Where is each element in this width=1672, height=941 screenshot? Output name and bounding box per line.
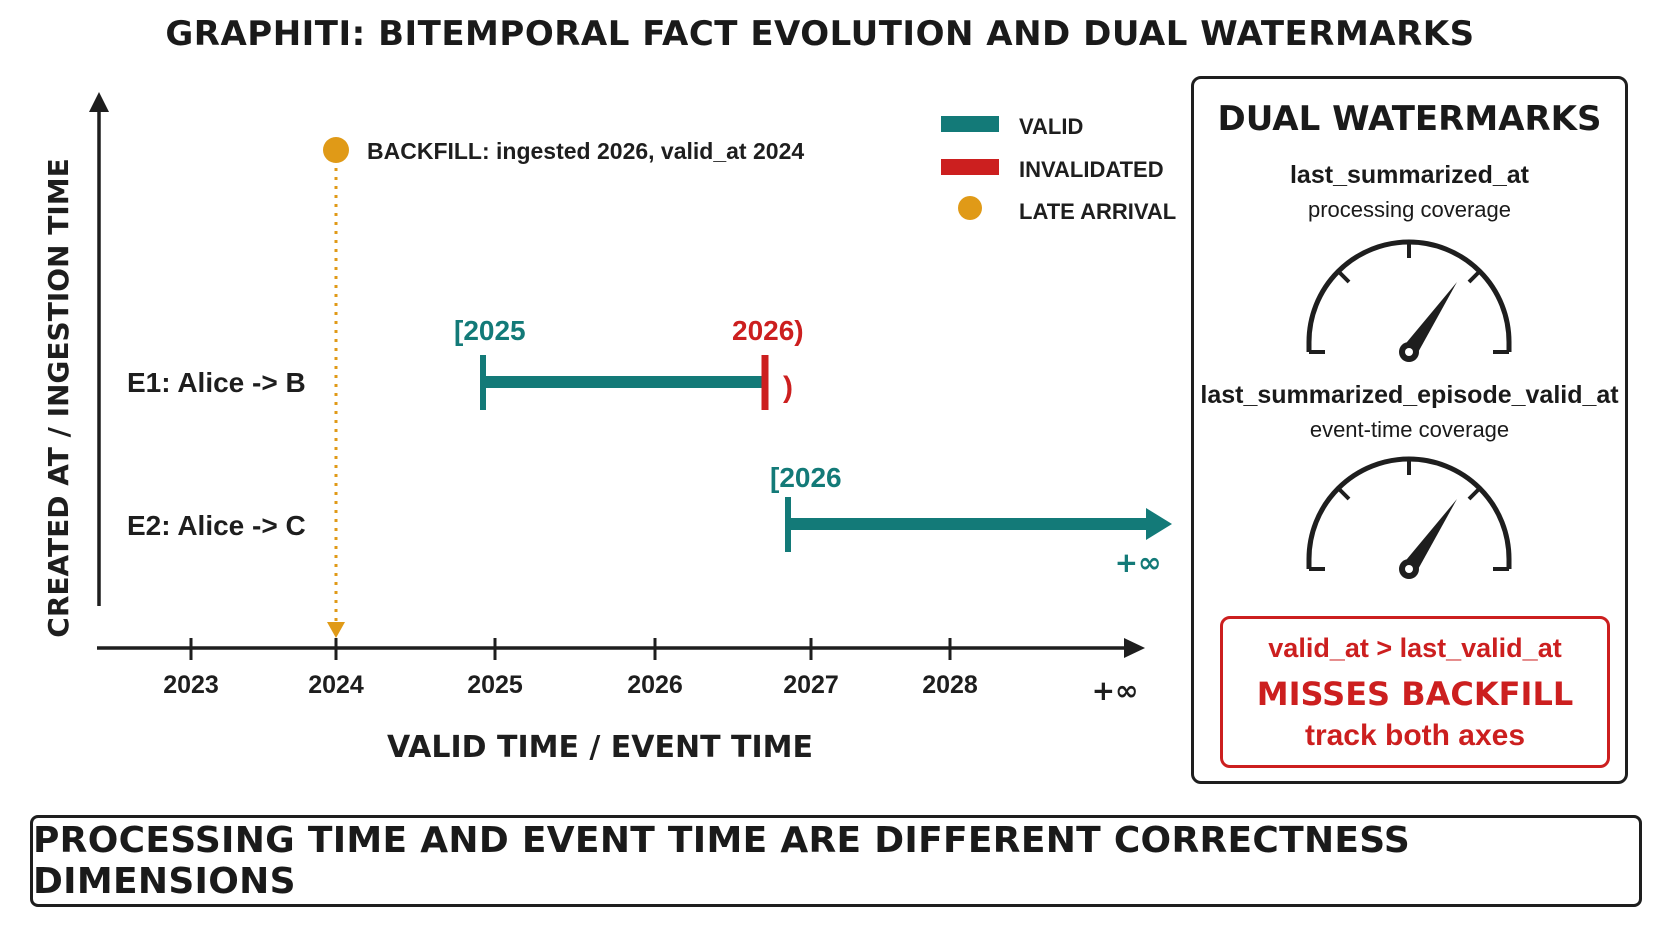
x-tick-label: +∞: [1092, 674, 1139, 707]
y-axis-label: CREATED AT / INGESTION TIME: [42, 158, 75, 637]
bitemporal-timeline-diagram: CREATED AT / INGESTION TIME 2023 2024 2025…: [42, 92, 1176, 765]
x-tick-label: 2028: [922, 671, 978, 699]
legend-late-arrival-dot: [958, 196, 982, 220]
x-tick-label: 2027: [783, 671, 839, 699]
footer-banner: PROCESSING TIME AND EVENT TIME ARE DIFFE…: [30, 815, 1642, 907]
x-axis-label: VALID TIME / EVENT TIME: [387, 730, 813, 765]
edge-e2-label: E2: Alice -> C: [127, 510, 306, 541]
watermark-1-name: last_summarized_at: [1289, 161, 1529, 189]
page-title: GRAPHITI: BITEMPORAL FACT EVOLUTION AND …: [165, 14, 1475, 54]
late-arrival-dot: [323, 137, 349, 163]
edge-e2-arrowhead: [1146, 508, 1172, 540]
edge-e1-label: E1: Alice -> B: [127, 367, 306, 398]
y-axis-arrowhead: [89, 92, 109, 112]
gauge-icon: [1306, 239, 1512, 362]
backfill-warning-box: valid_at > last_valid_at MISSES BACKFILL…: [1220, 616, 1610, 768]
legend-invalidated-swatch: [941, 159, 999, 175]
edge-e1-start-label: [2025: [454, 315, 526, 346]
x-axis-ticks: 2023 2024 2025 2026 2027 2028 +∞: [163, 638, 1138, 707]
dual-watermarks-panel: DUAL WATERMARKS last_summarized_at proce…: [1191, 76, 1628, 784]
footer-text: PROCESSING TIME AND EVENT TIME ARE DIFFE…: [33, 820, 1411, 902]
legend: VALID INVALIDATED LATE ARRIVAL: [941, 114, 1176, 224]
legend-valid-label: VALID: [1019, 114, 1083, 139]
warning-advice: track both axes: [1304, 719, 1526, 752]
backfill-arrowhead: [327, 622, 345, 638]
edge-e2-end-label: +∞: [1115, 546, 1162, 579]
x-axis-arrowhead: [1124, 638, 1145, 658]
backfill-label: BACKFILL: ingested 2026, valid_at 2024: [367, 138, 804, 164]
x-tick-label: 2025: [467, 671, 523, 699]
edge-e1-end-label: 2026): [732, 315, 804, 346]
x-tick-label: 2023: [163, 671, 219, 699]
warning-headline: MISSES BACKFILL: [1256, 675, 1574, 713]
watermark-2-name: last_summarized_episode_valid_at: [1200, 381, 1619, 409]
x-tick-label: 2026: [627, 671, 683, 699]
x-tick-label: 2024: [308, 671, 364, 699]
watermark-2-desc: event-time coverage: [1309, 417, 1510, 442]
legend-late-arrival-label: LATE ARRIVAL: [1019, 199, 1176, 224]
legend-valid-swatch: [941, 116, 999, 132]
edge-e2-start-label: [2026: [770, 462, 842, 493]
warning-condition: valid_at > last_valid_at: [1268, 633, 1562, 663]
watermark-1-desc: processing coverage: [1307, 197, 1511, 222]
edge-e1-close-bracket: ): [783, 371, 793, 404]
panel-title: DUAL WATERMARKS: [1217, 99, 1602, 139]
legend-invalidated-label: INVALIDATED: [1019, 157, 1164, 182]
gauge-icon: [1306, 456, 1512, 579]
